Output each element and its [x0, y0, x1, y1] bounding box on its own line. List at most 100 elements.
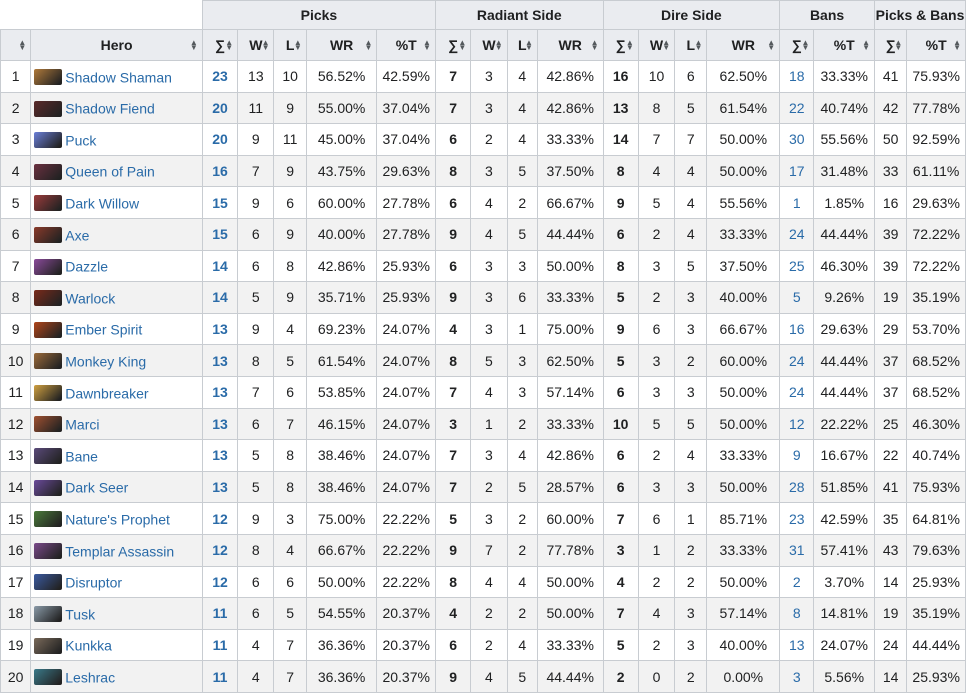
- bans-total-value[interactable]: 23: [788, 510, 805, 527]
- col-header-picks-winrate[interactable]: WR ▲ ▼: [305, 29, 378, 61]
- picks-total[interactable]: 11: [201, 660, 239, 693]
- bans-total-value[interactable]: 8: [792, 605, 801, 622]
- hero-portrait-icon[interactable]: [34, 542, 63, 559]
- col-header-radiant-winrate[interactable]: WR ▲ ▼: [536, 29, 604, 61]
- hero-portrait-icon[interactable]: [34, 100, 63, 117]
- hero-name-link[interactable]: Queen of Pain: [65, 163, 155, 180]
- hero-cell[interactable]: Nature's Prophet: [30, 502, 203, 535]
- picks-total[interactable]: 13: [201, 312, 239, 346]
- picks-total[interactable]: 11: [201, 597, 239, 630]
- bans-total-value[interactable]: 24: [788, 226, 805, 243]
- hero-portrait-icon[interactable]: [34, 669, 63, 686]
- hero-cell[interactable]: Monkey King: [30, 344, 203, 377]
- hero-name-link[interactable]: Disruptor: [65, 574, 123, 591]
- sort-arrows-icon[interactable]: ▲ ▼: [694, 38, 703, 52]
- picks-total-value[interactable]: 13: [212, 415, 228, 432]
- hero-name-link[interactable]: Axe: [65, 226, 90, 243]
- col-header-dire-wins[interactable]: W ▲ ▼: [637, 29, 676, 61]
- col-header-picksbans-total[interactable]: ∑ ▲ ▼: [873, 29, 908, 61]
- col-header-picks-total[interactable]: ∑ ▲ ▼: [201, 29, 239, 61]
- hero-name-link[interactable]: Dark Seer: [65, 479, 129, 496]
- bans-total[interactable]: 25: [779, 249, 815, 283]
- hero-name-link[interactable]: Warlock: [65, 290, 116, 307]
- col-header-picks-losses[interactable]: L ▲ ▼: [273, 29, 307, 61]
- picks-total-value[interactable]: 20: [212, 131, 228, 148]
- sort-arrows-icon[interactable]: ▲ ▼: [18, 38, 27, 52]
- picks-total-value[interactable]: 12: [212, 573, 228, 590]
- bans-total[interactable]: 9: [779, 439, 815, 472]
- sort-arrows-icon[interactable]: ▲ ▼: [662, 38, 671, 52]
- sort-arrows-icon[interactable]: ▲ ▼: [894, 38, 903, 52]
- hero-portrait-icon[interactable]: [34, 195, 63, 212]
- hero-portrait-icon[interactable]: [34, 258, 63, 275]
- picks-total[interactable]: 13: [201, 470, 239, 504]
- picks-total[interactable]: 12: [201, 502, 239, 535]
- bans-total[interactable]: 12: [779, 407, 815, 441]
- bans-total-value[interactable]: 17: [788, 163, 805, 180]
- sort-arrows-icon[interactable]: ▲ ▼: [293, 38, 302, 52]
- hero-portrait-icon[interactable]: [34, 448, 63, 465]
- picks-total[interactable]: 13: [201, 439, 239, 472]
- hero-portrait-icon[interactable]: [34, 384, 63, 401]
- bans-total[interactable]: 16: [779, 312, 815, 346]
- hero-portrait-icon[interactable]: [34, 606, 63, 623]
- hero-portrait-icon[interactable]: [34, 163, 63, 180]
- hero-name-link[interactable]: Shadow Shaman: [65, 68, 172, 85]
- bans-total[interactable]: 31: [779, 533, 815, 567]
- bans-total[interactable]: 18: [779, 60, 815, 93]
- bans-total[interactable]: 8: [779, 597, 815, 630]
- col-header-rank[interactable]: ▲ ▼: [0, 29, 32, 61]
- picks-total-value[interactable]: 23: [212, 68, 228, 85]
- sort-arrows-icon[interactable]: ▲ ▼: [767, 38, 776, 52]
- hero-name-link[interactable]: Kunkka: [65, 637, 112, 654]
- bans-total[interactable]: 2: [779, 565, 815, 599]
- col-header-bans-total[interactable]: ∑ ▲ ▼: [779, 29, 815, 61]
- hero-name-link[interactable]: Ember Spirit: [65, 321, 143, 338]
- hero-cell[interactable]: Kunkka: [30, 628, 203, 662]
- bans-total-value[interactable]: 24: [788, 352, 805, 369]
- bans-total-value[interactable]: 28: [788, 479, 805, 496]
- bans-total[interactable]: 3: [779, 660, 815, 693]
- bans-total-value[interactable]: 25: [788, 257, 805, 274]
- hero-name-link[interactable]: Dawnbreaker: [65, 384, 149, 401]
- picks-total-value[interactable]: 15: [212, 194, 228, 211]
- bans-total[interactable]: 28: [779, 470, 815, 504]
- hero-cell[interactable]: Shadow Shaman: [30, 60, 203, 93]
- picks-total[interactable]: 13: [201, 375, 239, 409]
- hero-portrait-icon[interactable]: [34, 511, 63, 528]
- hero-portrait-icon[interactable]: [34, 290, 63, 307]
- picks-total[interactable]: 14: [201, 281, 239, 314]
- bans-total[interactable]: 23: [779, 502, 815, 535]
- hero-name-link[interactable]: Dazzle: [65, 258, 109, 275]
- picks-total-value[interactable]: 14: [212, 257, 228, 274]
- picks-total[interactable]: 14: [201, 249, 239, 283]
- hero-cell[interactable]: Axe: [30, 217, 203, 251]
- bans-total-value[interactable]: 2: [792, 573, 801, 590]
- picks-total[interactable]: 12: [201, 565, 239, 599]
- picks-total[interactable]: 16: [201, 154, 239, 188]
- hero-cell[interactable]: Puck: [30, 123, 203, 156]
- picks-total-value[interactable]: 13: [212, 447, 228, 464]
- picks-total-value[interactable]: 13: [212, 384, 228, 401]
- bans-total[interactable]: 24: [779, 217, 815, 251]
- picks-total[interactable]: 20: [201, 91, 239, 125]
- sort-arrows-icon[interactable]: ▲ ▼: [862, 38, 870, 52]
- picks-total[interactable]: 20: [201, 123, 239, 156]
- hero-cell[interactable]: Ember Spirit: [30, 312, 203, 346]
- picks-total-value[interactable]: 14: [212, 289, 228, 306]
- picks-total-value[interactable]: 11: [212, 668, 228, 685]
- bans-total[interactable]: 24: [779, 375, 815, 409]
- sort-arrows-icon[interactable]: ▲ ▼: [225, 38, 234, 52]
- hero-cell[interactable]: Templar Assassin: [30, 533, 203, 567]
- sort-arrows-icon[interactable]: ▲ ▼: [953, 38, 961, 52]
- hero-cell[interactable]: Bane: [30, 439, 203, 472]
- hero-cell[interactable]: Dark Willow: [30, 186, 203, 219]
- hero-portrait-icon[interactable]: [34, 321, 63, 338]
- hero-cell[interactable]: Warlock: [30, 281, 203, 314]
- col-header-radiant-wins[interactable]: W ▲ ▼: [470, 29, 508, 61]
- col-header-hero[interactable]: Hero ▲ ▼: [30, 29, 203, 61]
- sort-arrows-icon[interactable]: ▲ ▼: [801, 38, 810, 52]
- bans-total[interactable]: 30: [779, 123, 815, 156]
- bans-total-value[interactable]: 18: [788, 68, 805, 85]
- picks-total[interactable]: 13: [201, 344, 239, 377]
